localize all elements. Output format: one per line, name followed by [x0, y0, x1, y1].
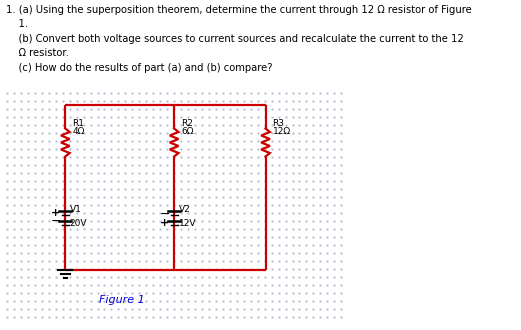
Text: 12Ω: 12Ω [272, 127, 291, 137]
Text: V2: V2 [179, 206, 190, 214]
Text: R3: R3 [272, 118, 284, 127]
Text: +: + [160, 218, 169, 228]
Text: Figure 1: Figure 1 [99, 295, 145, 305]
Text: 6Ω: 6Ω [181, 127, 194, 137]
Text: +: + [51, 208, 60, 218]
Text: R2: R2 [181, 118, 193, 127]
Text: 1. (a) Using the superposition theorem, determine the current through 12 Ω resis: 1. (a) Using the superposition theorem, … [6, 5, 472, 73]
Text: V1: V1 [70, 206, 81, 214]
Text: 12V: 12V [179, 219, 196, 228]
Text: R1: R1 [72, 118, 84, 127]
Text: 4Ω: 4Ω [72, 127, 84, 137]
Text: 20V: 20V [70, 219, 87, 228]
Text: −: − [51, 215, 61, 228]
Text: −: − [159, 208, 170, 221]
